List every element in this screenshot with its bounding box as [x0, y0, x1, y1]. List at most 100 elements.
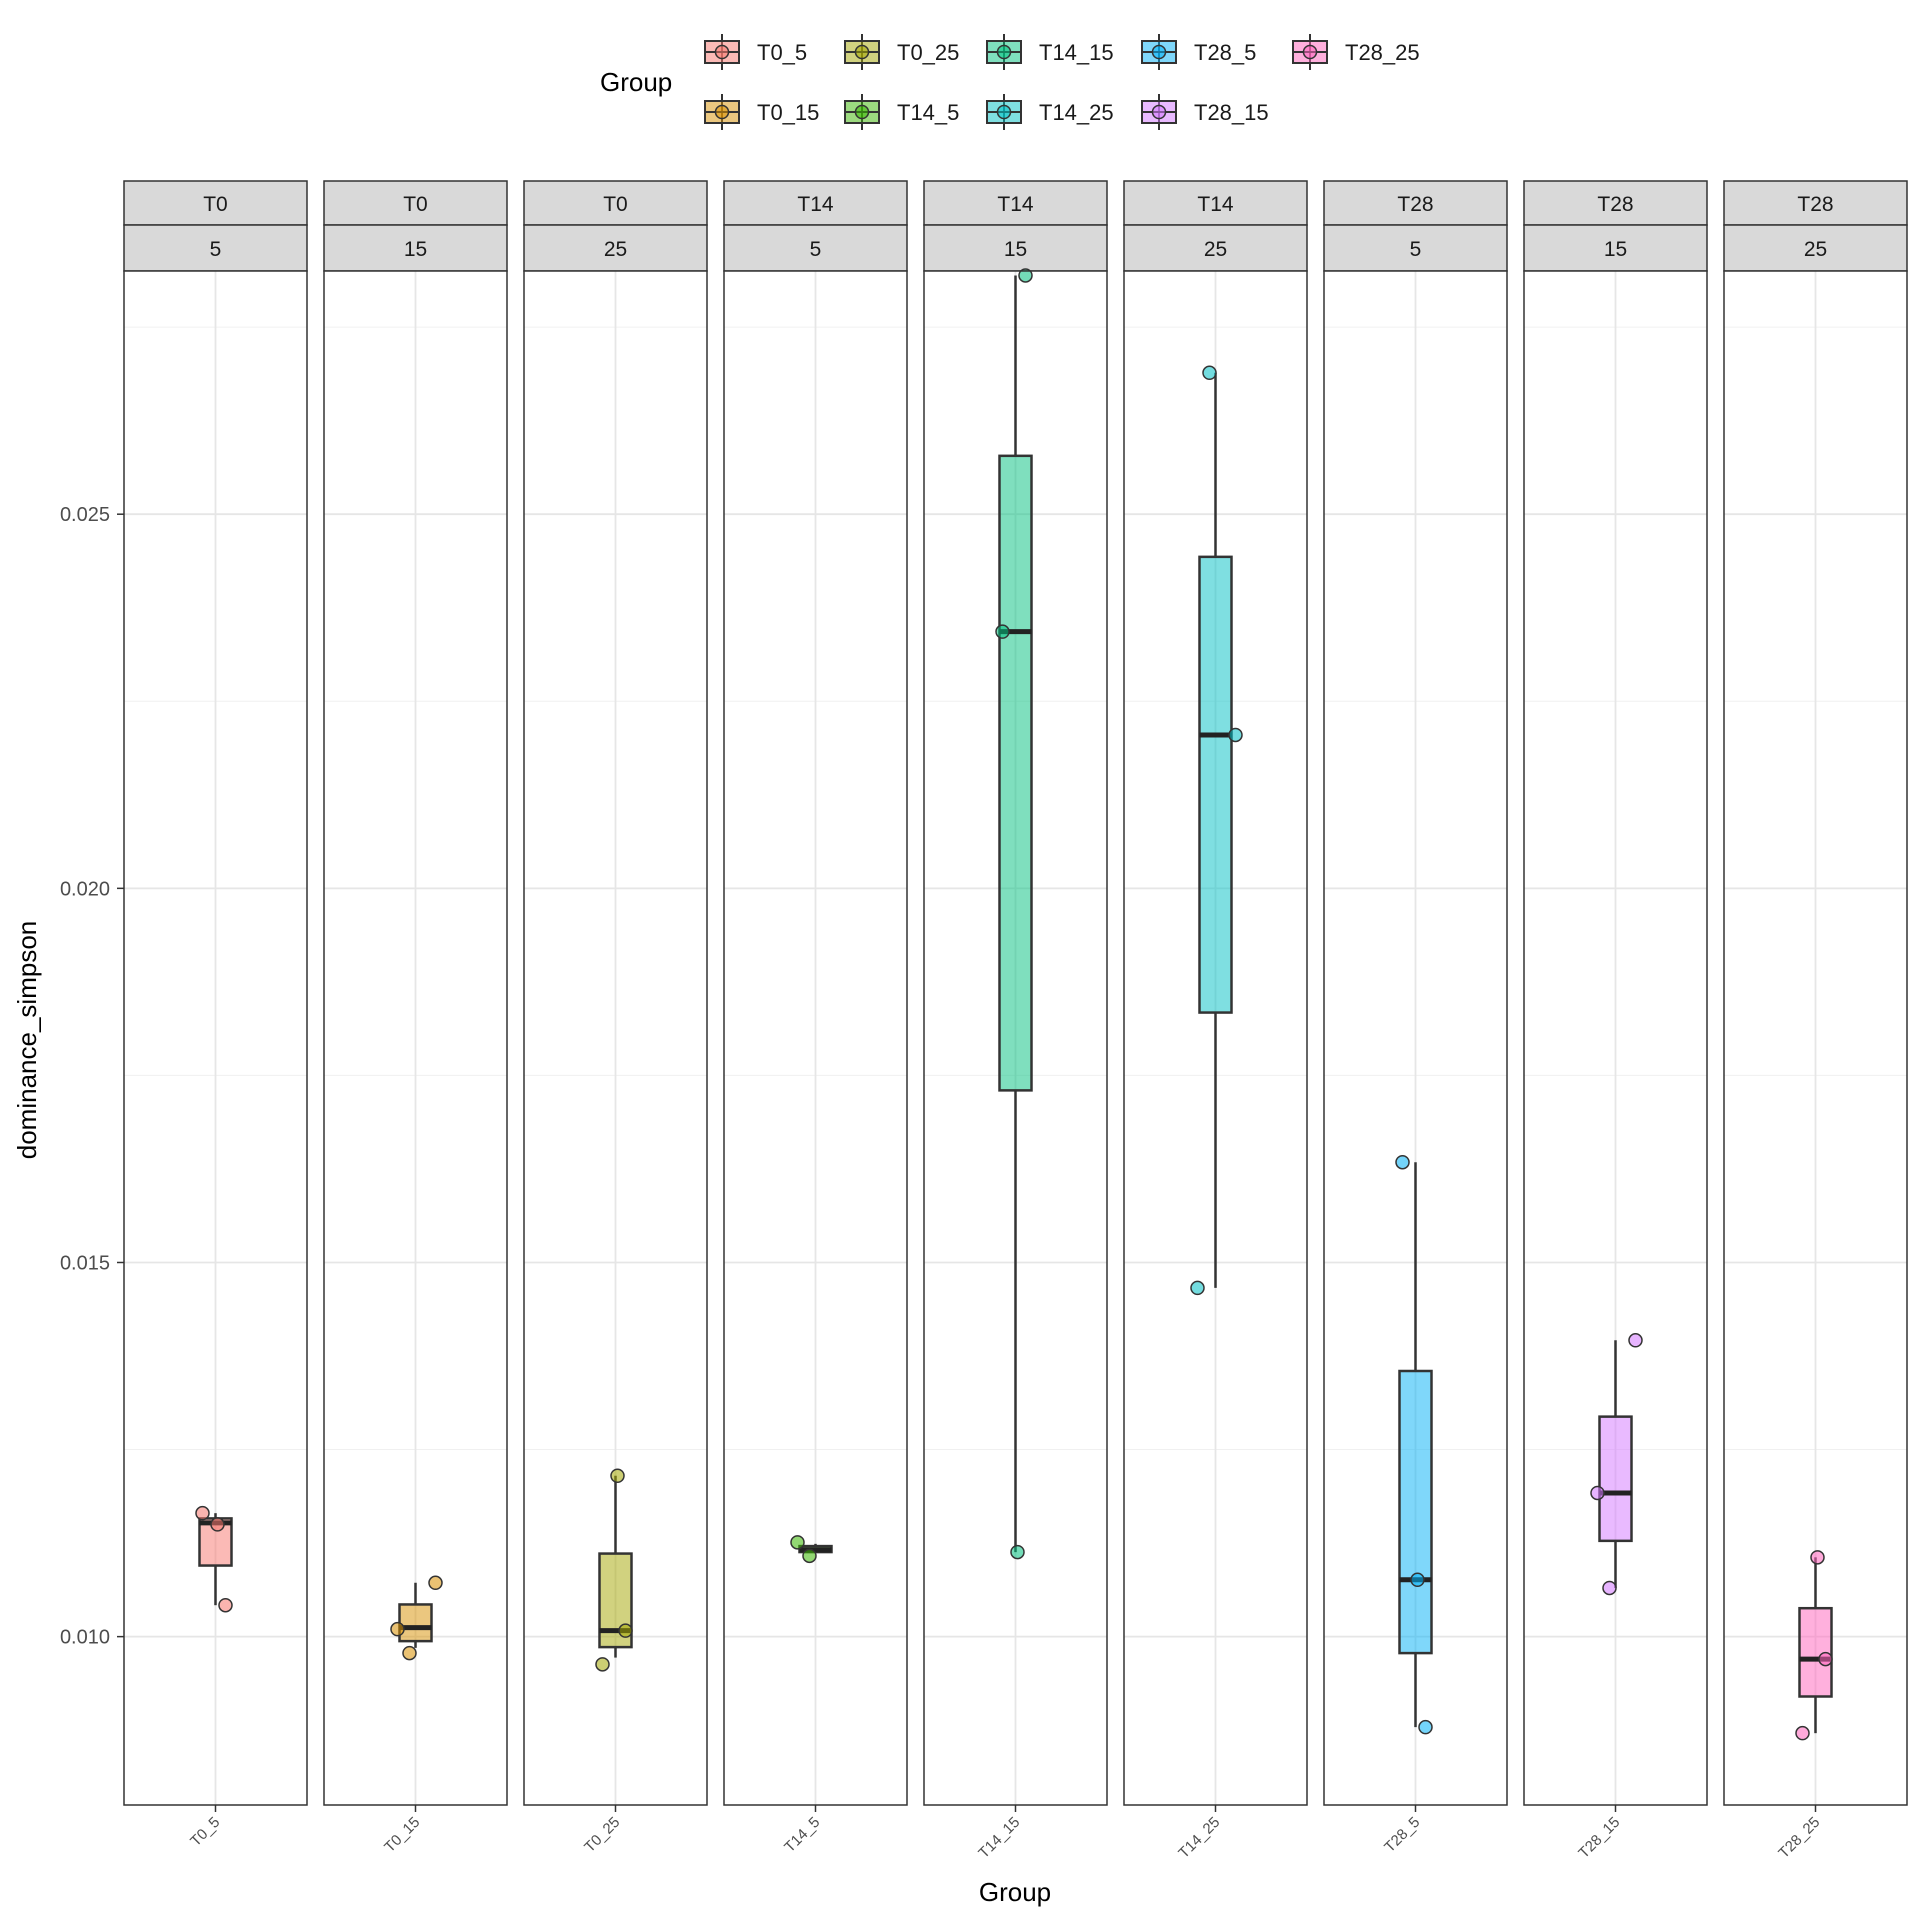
- legend-item-T14_15: T14_15: [986, 34, 1114, 70]
- strip-bottom-bg: [1123, 224, 1308, 272]
- strip-top-label: T0: [203, 193, 228, 216]
- strip-top-bg: [1523, 180, 1708, 226]
- box: [1198, 555, 1233, 1014]
- data-point: [1810, 1550, 1825, 1565]
- strip-bottom-label: 15: [1004, 238, 1027, 261]
- box: [1598, 1415, 1633, 1543]
- box: [998, 454, 1033, 1092]
- facet-panel-T0_5: T0 5 T0_5: [123, 180, 308, 1850]
- strip-top-bg: [1723, 180, 1908, 226]
- strip-top-label: T28: [1797, 193, 1833, 216]
- strip-top-label: T0: [603, 193, 628, 216]
- x-tick-label: T28_15: [1575, 1814, 1623, 1862]
- x-tick-label: T28_5: [1381, 1814, 1423, 1856]
- legend-item-T0_25: T0_25: [844, 34, 959, 70]
- facet-panel-T14_5: T14 5 T14_5: [723, 180, 908, 1856]
- data-point: [1418, 1719, 1433, 1735]
- strip-bottom-bg: [923, 224, 1108, 272]
- data-point: [1228, 727, 1243, 743]
- strip-bottom-label: 5: [1410, 238, 1422, 261]
- legend-key-point: [996, 44, 1012, 60]
- legend-label: T28_15: [1194, 100, 1269, 125]
- strip-bottom-label: 5: [210, 238, 222, 261]
- y-axis-label: dominance_simpson: [12, 921, 42, 1159]
- facet-panel-T28_15: T28 15 T28_15: [1523, 180, 1708, 1862]
- legend-key-point: [714, 104, 730, 120]
- strip-bottom-bg: [1723, 224, 1908, 272]
- data-point: [995, 624, 1010, 639]
- box: [1398, 1369, 1433, 1655]
- strip-bottom-label: 15: [1604, 238, 1627, 261]
- legend-key-point: [996, 104, 1012, 120]
- x-tick-label: T14_15: [975, 1814, 1023, 1862]
- strip-top-label: T28: [1397, 193, 1433, 216]
- strip-bottom-label: 25: [604, 238, 627, 261]
- strip-bottom-bg: [323, 224, 508, 272]
- facet-panel-T14_25: T14 25 T14_25: [1123, 180, 1308, 1862]
- data-point: [1395, 1154, 1410, 1170]
- legend-label: T0_25: [897, 40, 959, 65]
- x-axis-label: Group: [979, 1877, 1051, 1907]
- legend-key-point: [1302, 44, 1318, 60]
- strip-top-label: T14: [797, 193, 834, 216]
- data-point: [1795, 1725, 1810, 1741]
- legend-title: Group: [600, 67, 672, 97]
- strip-bottom-bg: [723, 224, 908, 272]
- data-point: [595, 1657, 610, 1672]
- data-point: [1410, 1572, 1425, 1588]
- data-point: [218, 1597, 233, 1613]
- x-tick-label: T14_5: [781, 1814, 823, 1856]
- strip-top-label: T0: [403, 193, 428, 216]
- data-point: [618, 1623, 633, 1638]
- y-axis: 0.010 0.015 0.020 0.025: [60, 504, 124, 1649]
- data-point: [1628, 1333, 1643, 1348]
- legend-key-point: [854, 104, 870, 120]
- strip-bottom-bg: [1523, 224, 1708, 272]
- data-point: [1202, 365, 1217, 381]
- facet-panel-T0_25: T0 25 T0_25: [523, 180, 708, 1856]
- strip-top-bg: [723, 180, 908, 226]
- legend-label: T14_5: [897, 100, 959, 125]
- y-tick-label: 0.015: [60, 1252, 110, 1274]
- data-point: [802, 1548, 817, 1564]
- strip-top-bg: [1323, 180, 1508, 226]
- data-point: [1190, 1280, 1205, 1296]
- data-point: [1010, 1544, 1025, 1560]
- x-tick-label: T0_5: [187, 1814, 223, 1850]
- data-point: [402, 1645, 417, 1661]
- strip-top-label: T28: [1597, 193, 1633, 216]
- strip-top-label: T14: [997, 193, 1034, 216]
- y-tick-label: 0.025: [60, 504, 110, 526]
- data-point: [1590, 1485, 1605, 1501]
- strip-bottom-bg: [523, 224, 708, 272]
- strip-bottom-label: 25: [1204, 238, 1227, 261]
- legend-label: T14_25: [1039, 100, 1114, 125]
- legend-item-T14_25: T14_25: [986, 94, 1114, 130]
- x-tick-label: T0_25: [581, 1814, 623, 1856]
- strip-top-bg: [123, 180, 308, 226]
- legend: Group T0_5 T0_25 T14_15 T28_5 T28_25 T0_15 T14…: [600, 34, 1420, 130]
- legend-item-T28_5: T28_5: [1141, 34, 1256, 70]
- legend-label: T0_15: [757, 100, 819, 125]
- strip-bottom-label: 15: [404, 238, 427, 261]
- facet-panel-T28_25: T28 25 T28_25: [1723, 180, 1908, 1862]
- legend-label: T14_15: [1039, 40, 1114, 65]
- strip-bottom-bg: [1323, 224, 1508, 272]
- legend-key-point: [1151, 44, 1167, 60]
- facet-panel-T14_15: T14 15 T14_15: [923, 180, 1108, 1862]
- data-point: [390, 1621, 405, 1637]
- legend-key-point: [854, 44, 870, 60]
- x-tick-label: T0_15: [381, 1814, 423, 1856]
- y-tick-label: 0.010: [60, 1627, 110, 1649]
- facet-panel-T28_5: T28 5 T28_5: [1323, 180, 1508, 1856]
- legend-key-point: [1151, 104, 1167, 120]
- strip-top-bg: [923, 180, 1108, 226]
- data-point: [790, 1535, 805, 1550]
- y-tick-label: 0.020: [60, 878, 110, 900]
- legend-item-T28_15: T28_15: [1141, 94, 1269, 130]
- data-point: [210, 1517, 225, 1532]
- data-point: [428, 1575, 443, 1591]
- legend-item-T28_25: T28_25: [1292, 34, 1420, 70]
- legend-label: T28_5: [1194, 40, 1256, 65]
